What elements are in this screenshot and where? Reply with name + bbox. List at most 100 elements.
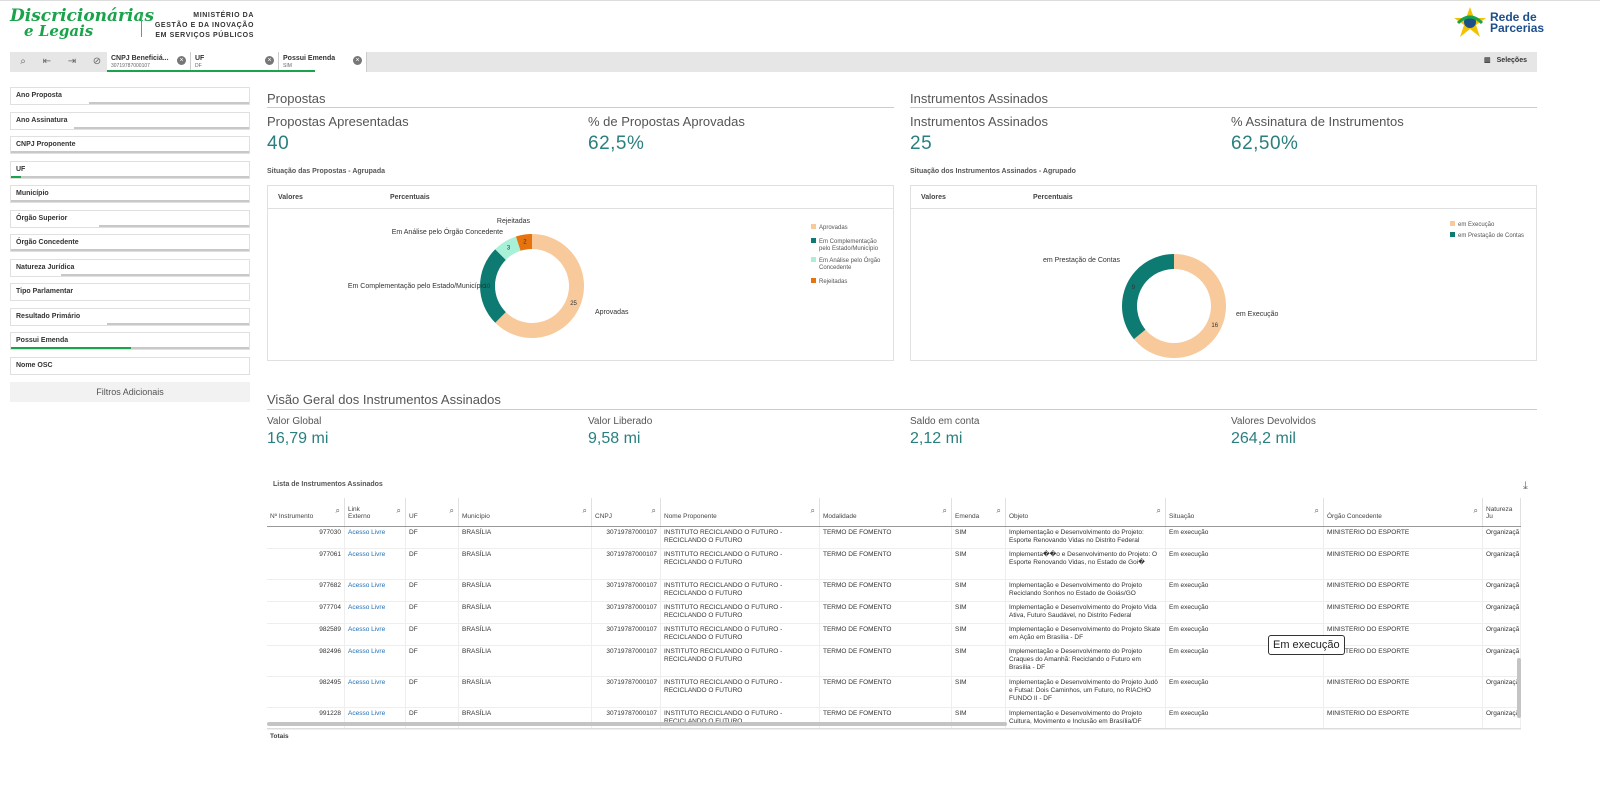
filter-municipio[interactable]: Município <box>10 185 250 203</box>
legend-label[interactable]: em Execução <box>1458 222 1495 228</box>
table-row[interactable]: 991228 Acesso Livre DF BRASÍLIA 307197870001… <box>267 708 1521 730</box>
tab-percentuais[interactable]: Percentuais <box>390 194 430 201</box>
vertical-scrollbar[interactable] <box>1517 658 1521 718</box>
selection-chip-cnpj[interactable]: CNPJ Beneficiá... 30719787000107 × <box>107 52 191 72</box>
legend-label[interactable]: em Prestação de Contas <box>1458 233 1524 239</box>
table-cell: DF <box>406 602 459 623</box>
table-row[interactable]: 977682 Acesso Livre DF BRASÍLIA 307197870001… <box>267 580 1521 602</box>
export-icon[interactable]: ⤓ <box>1523 480 1528 492</box>
external-link[interactable]: Acesso Livre <box>345 708 406 729</box>
discricionarias-logo[interactable]: Discricionárias e Legais <box>10 8 154 39</box>
chip-selection-bar <box>191 70 279 72</box>
column-search-icon[interactable]: ⌕ <box>1156 506 1161 515</box>
horizontal-scrollbar[interactable] <box>267 722 1007 726</box>
selection-chip-emenda[interactable]: Possui Emenda SIM × <box>279 52 367 72</box>
remove-selection-icon[interactable]: × <box>177 56 186 65</box>
selection-chip-uf[interactable]: UF DF × <box>191 52 279 72</box>
external-link[interactable]: Acesso Livre <box>345 646 406 676</box>
legend-label[interactable]: Em Complementação <box>819 239 877 245</box>
column-header[interactable]: Situação ⌕ <box>1166 498 1324 526</box>
column-header[interactable]: Objeto ⌕ <box>1006 498 1166 526</box>
filter-cnpj-proponente[interactable]: CNPJ Proponente <box>10 136 250 154</box>
clear-selections-icon[interactable]: ⊘ <box>92 56 102 67</box>
smart-search-icon[interactable]: ⌕ <box>20 56 26 67</box>
table-cell: SIM <box>952 677 1006 707</box>
table-row[interactable]: 977061 Acesso Livre DF BRASÍLIA 307197870001… <box>267 549 1521 580</box>
legend-label[interactable]: Rejeitadas <box>819 279 847 285</box>
column-header[interactable]: Natureza Ju <box>1483 498 1521 526</box>
tab-valores[interactable]: Valores <box>921 194 946 201</box>
column-header[interactable]: Município ⌕ <box>459 498 592 526</box>
column-header[interactable]: CNPJ ⌕ <box>592 498 661 526</box>
remove-selection-icon[interactable]: × <box>265 56 274 65</box>
column-header[interactable]: Nome Proponente ⌕ <box>661 498 820 526</box>
legend-label[interactable]: Concedente <box>819 265 852 271</box>
tab-percentuais[interactable]: Percentuais <box>1033 194 1073 201</box>
remove-selection-icon[interactable]: × <box>353 56 362 65</box>
column-search-icon[interactable]: ⌕ <box>396 506 401 515</box>
table-cell: Em execução <box>1166 646 1324 676</box>
chip-value: DF <box>195 63 202 69</box>
step-back-icon[interactable]: ⇤ <box>42 56 52 67</box>
external-link[interactable]: Acesso Livre <box>345 624 406 645</box>
column-search-icon[interactable]: ⌕ <box>449 506 454 515</box>
column-search-icon[interactable]: ⌕ <box>810 506 815 515</box>
donut-slice[interactable] <box>495 236 521 260</box>
column-search-icon[interactable]: ⌕ <box>1314 506 1319 515</box>
filter-tipo-parlamentar[interactable]: Tipo Parlamentar <box>10 283 250 301</box>
external-link[interactable]: Acesso Livre <box>345 549 406 579</box>
filter-label: UF <box>16 166 26 173</box>
tab-valores[interactable]: Valores <box>278 194 303 201</box>
filter-natureza-juridica[interactable]: Natureza Jurídica <box>10 259 250 277</box>
column-search-icon[interactable]: ⌕ <box>1473 506 1478 515</box>
filter-bar <box>99 225 249 227</box>
selections-button[interactable]: ▥ Seleções <box>1484 56 1527 64</box>
donut-slice[interactable] <box>495 234 584 338</box>
column-header[interactable]: Emenda ⌕ <box>952 498 1006 526</box>
table-cell: 30719787000107 <box>592 677 661 707</box>
table-row[interactable]: 977030 Acesso Livre DF BRASÍLIA 307197870001… <box>267 527 1521 549</box>
filter-ano-proposta[interactable]: Ano Proposta <box>10 87 250 105</box>
legend-label[interactable]: pelo Estado/Município <box>819 246 879 252</box>
filter-possui-emenda[interactable]: Possui Emenda <box>10 332 250 350</box>
external-link[interactable]: Acesso Livre <box>345 677 406 707</box>
table-cell: MINISTERIO DO ESPORTE <box>1324 677 1483 707</box>
external-link[interactable]: Acesso Livre <box>345 580 406 601</box>
column-search-icon[interactable]: ⌕ <box>996 506 1001 515</box>
legend-label[interactable]: Aprovadas <box>819 225 848 231</box>
column-search-icon[interactable]: ⌕ <box>651 506 656 515</box>
table-cell: Implementação e Desenvolvimento do Proje… <box>1006 646 1166 676</box>
column-search-icon[interactable]: ⌕ <box>335 506 340 515</box>
column-search-icon[interactable]: ⌕ <box>942 506 947 515</box>
donut-slice[interactable] <box>1122 254 1174 340</box>
table-row[interactable]: 982589 Acesso Livre DF BRASÍLIA 307197870001… <box>267 624 1521 646</box>
column-header[interactable]: Link Externo ⌕ <box>345 498 406 526</box>
instrumentos-donut-chart[interactable]: 16 em Execução 9 em Prestação de Contas em E… <box>911 209 1536 359</box>
column-header[interactable]: UF ⌕ <box>406 498 459 526</box>
external-link[interactable]: Acesso Livre <box>345 527 406 548</box>
legend-label[interactable]: Em Análise pelo Órgão <box>819 257 881 264</box>
filter-resultado-primario[interactable]: Resultado Primário <box>10 308 250 326</box>
additional-filters-button[interactable]: Filtros Adicionais <box>10 382 250 402</box>
filter-ano-assinatura[interactable]: Ano Assinatura <box>10 112 250 130</box>
filter-nome-osc[interactable]: Nome OSC <box>10 357 250 375</box>
column-header[interactable]: Nº Instrumento ⌕ <box>267 498 345 526</box>
table-cell: BRASÍLIA <box>459 708 592 729</box>
step-forward-icon[interactable]: ⇥ <box>67 56 77 67</box>
table-row[interactable]: 982495 Acesso Livre DF BRASÍLIA 307197870001… <box>267 677 1521 708</box>
filter-orgao-superior[interactable]: Órgão Superior <box>10 210 250 228</box>
table-row[interactable]: 977704 Acesso Livre DF BRASÍLIA 307197870001… <box>267 602 1521 624</box>
external-link[interactable]: Acesso Livre <box>345 602 406 623</box>
donut-slice[interactable] <box>1133 254 1226 358</box>
column-header[interactable]: Modalidade ⌕ <box>820 498 952 526</box>
filter-orgao-concedente[interactable]: Órgão Concedente <box>10 234 250 252</box>
donut-slice[interactable] <box>480 249 506 323</box>
column-header-label: Link Externo <box>348 506 371 520</box>
column-search-icon[interactable]: ⌕ <box>582 506 587 515</box>
table-cell: Em execução <box>1166 549 1324 579</box>
donut-slice[interactable] <box>515 234 532 251</box>
filter-uf[interactable]: UF <box>10 161 250 179</box>
table-row[interactable]: 982496 Acesso Livre DF BRASÍLIA 307197870001… <box>267 646 1521 677</box>
column-header[interactable]: Órgão Concedente ⌕ <box>1324 498 1483 526</box>
